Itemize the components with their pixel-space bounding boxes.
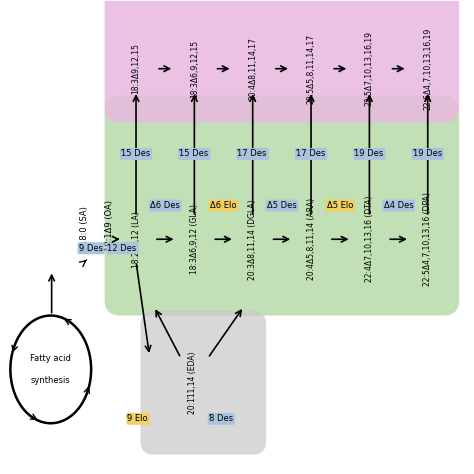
- Text: 20:3Δ8,11,14 (DGLA): 20:3Δ8,11,14 (DGLA): [248, 199, 257, 280]
- Text: 18:3Δ6,9,12 (GLA): 18:3Δ6,9,12 (GLA): [190, 204, 199, 274]
- Text: 20:1̕11,14 (EDA): 20:1̕11,14 (EDA): [188, 352, 197, 414]
- Text: 22:4Δ7,10,13,16 (DTA): 22:4Δ7,10,13,16 (DTA): [365, 196, 374, 283]
- Text: 22:5Δ4,7,10,13,16 (DPA): 22:5Δ4,7,10,13,16 (DPA): [423, 192, 432, 286]
- Text: ̕9 Elo: ̕9 Elo: [128, 414, 148, 423]
- Text: ̕8 Des: ̕8 Des: [209, 414, 233, 423]
- Text: 22:5Δ7,10,13,16,19: 22:5Δ7,10,13,16,19: [365, 31, 374, 106]
- FancyBboxPatch shape: [105, 96, 459, 316]
- Text: ̕19 Des: ̕19 Des: [355, 149, 384, 158]
- Text: ̕19 Des: ̕19 Des: [413, 149, 442, 158]
- Text: ̕15 Des: ̕15 Des: [121, 149, 151, 158]
- Text: ̕9 Des: ̕9 Des: [79, 244, 103, 253]
- Text: 20:4Δ5,8,11,14 (ARA): 20:4Δ5,8,11,14 (ARA): [307, 198, 316, 280]
- Text: 20:5Δ5,8,11,14,17: 20:5Δ5,8,11,14,17: [307, 34, 316, 104]
- Text: ̕12 Des: ̕12 Des: [108, 244, 137, 253]
- Text: 22:6Δ4,7,10,13,16,19: 22:6Δ4,7,10,13,16,19: [423, 27, 432, 110]
- Text: Δ6 Elo: Δ6 Elo: [210, 201, 237, 210]
- Text: ̕17 Des: ̕17 Des: [238, 149, 267, 158]
- Text: Fatty acid: Fatty acid: [30, 354, 71, 363]
- Text: Δ5 Des: Δ5 Des: [267, 201, 297, 210]
- FancyBboxPatch shape: [105, 0, 459, 123]
- Text: ̕15 Des: ̕15 Des: [180, 149, 209, 158]
- Text: 18:2Δ9,12 (LA): 18:2Δ9,12 (LA): [131, 211, 140, 268]
- Text: 18:3Δ9,12,15: 18:3Δ9,12,15: [131, 43, 140, 94]
- Text: Δ4 Des: Δ4 Des: [383, 201, 413, 210]
- Text: Δ5 Elo: Δ5 Elo: [327, 201, 354, 210]
- Text: 18:1Δ9 (OA): 18:1Δ9 (OA): [105, 201, 114, 251]
- Text: Δ6 Des: Δ6 Des: [150, 201, 180, 210]
- Text: 18:0 (SA): 18:0 (SA): [80, 206, 89, 245]
- Text: synthesis: synthesis: [31, 376, 71, 385]
- Text: ̕17 Des: ̕17 Des: [296, 149, 326, 158]
- Text: 18:3Δ6,9,12,15: 18:3Δ6,9,12,15: [190, 40, 199, 98]
- FancyBboxPatch shape: [140, 311, 266, 455]
- Text: 20:4Δ8,11,14,17: 20:4Δ8,11,14,17: [248, 37, 257, 100]
